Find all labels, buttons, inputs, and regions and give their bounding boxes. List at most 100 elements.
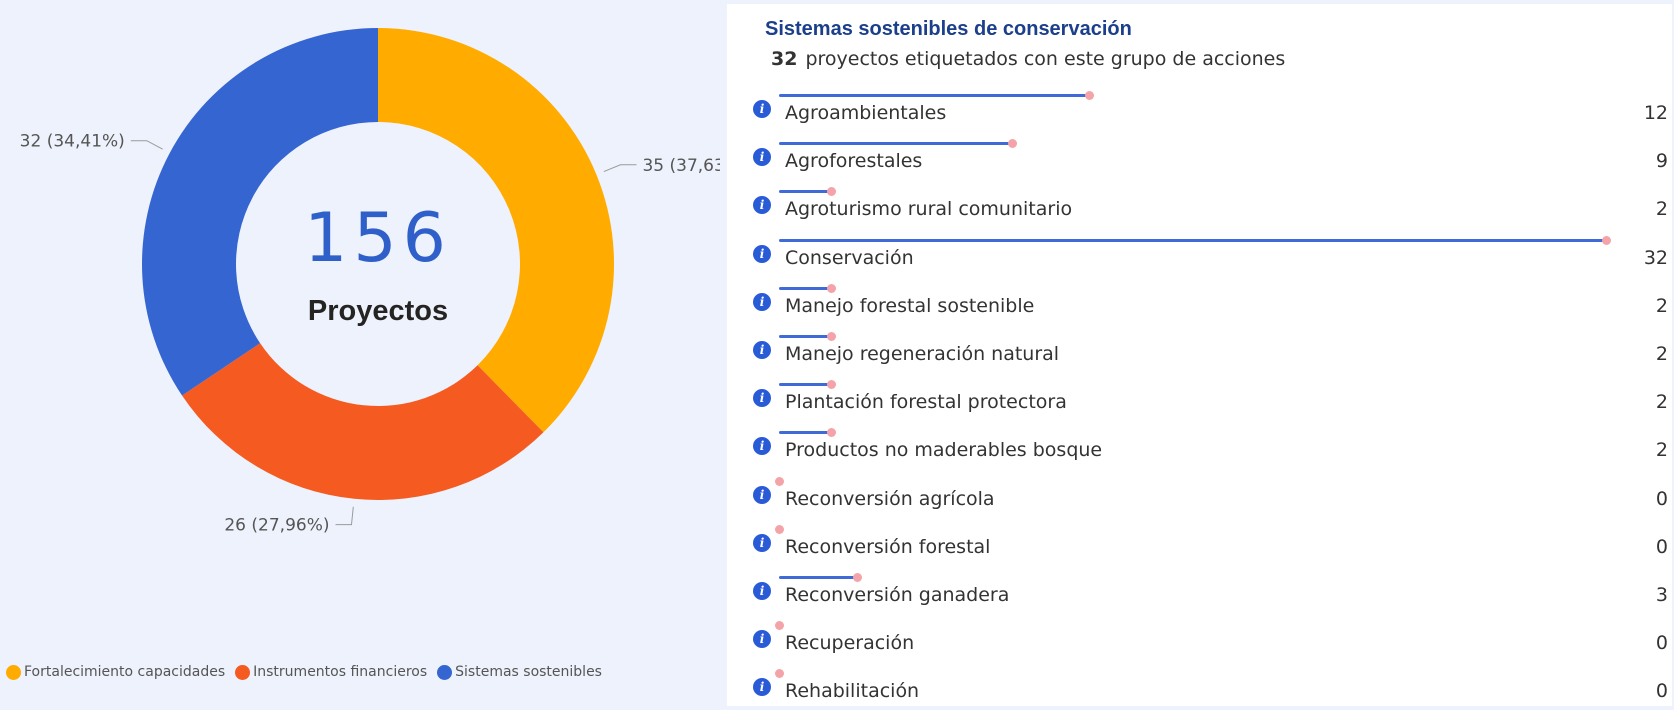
info-icon[interactable]: i [753,485,771,504]
bar-label: Agroambientales [785,102,947,124]
bar-end-dot [1085,91,1095,100]
bar-line [779,334,831,338]
bar-line [779,190,831,194]
bar-line [779,286,831,290]
bar-value: 2 [1655,294,1668,317]
bar-panel: Sistemas sostenibles de conservación 32 p… [727,4,1672,706]
legend-item[interactable]: Fortalecimiento capacidades [6,664,225,680]
bar-label: Recuperación [785,632,915,655]
legend-marker [437,664,453,680]
bar-row[interactable]: i Manejo regeneración natural 2 [727,323,1672,371]
info-icon[interactable]: i [753,581,771,600]
info-icon[interactable]: i [753,678,771,697]
legend-label: Instrumentos financieros [253,664,428,680]
summary-count: 32 [771,48,798,70]
bar-value: 0 [1655,680,1668,703]
bar-label: Manejo regeneración natural [785,342,1060,365]
bar-label: Reconversión ganadera [785,583,1010,606]
bar-row[interactable]: i Agroforestales 9 [727,130,1672,178]
bar-end-dot [775,669,784,679]
donut-center-label: Proyectos [308,295,448,327]
bar-end-dot [1602,235,1611,245]
panel-title: Sistemas sostenibles de conservación [765,18,1132,40]
bar-row[interactable]: i Rehabilitación 0 [727,660,1672,708]
info-icon[interactable]: i [753,148,771,167]
bar-label: Reconversión agrícola [785,487,995,510]
info-icon[interactable]: i [753,244,771,263]
bar-end-dot [1007,139,1017,149]
bar-value: 2 [1655,342,1668,365]
bar-line [779,142,1012,146]
summary-line: 32 proyectos etiquetados con este grupo d… [771,48,1285,70]
donut-slice[interactable] [378,28,614,433]
bar-line [779,94,1090,97]
info-icon[interactable]: i [753,533,771,552]
bar-end-dot [826,380,836,390]
donut-legend: Fortalecimiento capacidades Instrumentos … [6,664,602,680]
bar-value: 0 [1655,487,1668,510]
donut-slice[interactable] [141,28,378,396]
donut-center-value: 156 [304,199,452,278]
info-icon[interactable]: i [753,340,771,359]
bar-row[interactable]: i Agroambientales 12 [727,82,1672,130]
bar-end-dot [775,524,784,534]
bar-end-dot [852,572,862,582]
bar-label: Productos no maderables bosque [785,439,1103,462]
slice-data-label: 35 (37,63%) [642,156,720,176]
bar-row[interactable]: i Agroturismo rural comunitario 2 [727,178,1672,226]
donut-slice[interactable] [182,343,544,500]
bar-line [779,238,1606,242]
bar-list: i Agroambientales 12 i Agroforestales 9 i Agrot… [727,82,1672,708]
slice-data-label: 26 (27,96%) [224,516,329,536]
slice-data-label: 32 (34,41%) [20,132,125,152]
bar-value: 3 [1655,583,1668,606]
info-icon[interactable]: i [753,196,771,215]
bar-end-dot [826,331,836,341]
bar-end-dot [775,621,784,631]
bar-end-dot [775,476,784,486]
slice-leader-line [335,506,354,526]
legend-marker [6,664,21,680]
legend-label: Sistemas sostenibles [455,664,602,680]
info-icon[interactable]: i [753,100,771,118]
bar-row[interactable]: i Reconversión ganadera 3 [727,564,1672,612]
bar-end-dot [826,187,836,197]
bar-row[interactable]: i Conservación 32 [727,227,1672,275]
legend-item[interactable]: Sistemas sostenibles [437,664,602,680]
info-icon[interactable]: i [753,630,771,649]
info-icon[interactable]: i [753,292,771,311]
legend-marker [235,664,251,680]
slice-leader-line [603,164,637,173]
bar-end-dot [826,283,836,293]
bar-label: Plantación forestal protectora [785,391,1067,414]
bar-row[interactable]: i Reconversión forestal 0 [727,516,1672,564]
bar-row[interactable]: i Recuperación 0 [727,612,1672,660]
bar-row[interactable]: i Reconversión agrícola 0 [727,468,1672,516]
bar-line [779,575,857,579]
bar-end-dot [826,428,836,438]
bar-row[interactable]: i Plantación forestal protectora 2 [727,371,1672,419]
bar-value: 2 [1655,439,1668,462]
bar-value: 2 [1655,391,1668,414]
bar-line [779,431,831,435]
info-icon[interactable]: i [753,389,771,408]
bar-value: 0 [1655,535,1668,558]
bar-label: Agroforestales [785,150,923,173]
legend-item[interactable]: Instrumentos financieros [235,664,427,680]
bar-value: 32 [1643,246,1668,269]
bar-line [779,383,831,387]
bar-label: Reconversión forestal [785,535,991,558]
legend-label: Fortalecimiento capacidades [24,664,226,680]
bar-value: 9 [1655,150,1668,173]
donut-panel: 35 (37,63%) 26 (27,96%) 32 (34,41%) 156 Proy… [0,0,720,710]
bar-row[interactable]: i Productos no maderables bosque 2 [727,419,1672,467]
bar-label: Agroturismo rural comunitario [785,198,1073,221]
bar-row[interactable]: i Manejo forestal sostenible 2 [727,275,1672,323]
info-icon[interactable]: i [753,437,771,456]
donut-chart: 35 (37,63%) 26 (27,96%) 32 (34,41%) 156 Proy… [20,28,720,536]
bar-value: 12 [1643,102,1668,124]
bar-label: Conservación [785,246,914,269]
bar-value: 0 [1655,632,1668,655]
slice-leader-line [130,140,163,150]
bar-label: Manejo forestal sostenible [785,294,1035,317]
